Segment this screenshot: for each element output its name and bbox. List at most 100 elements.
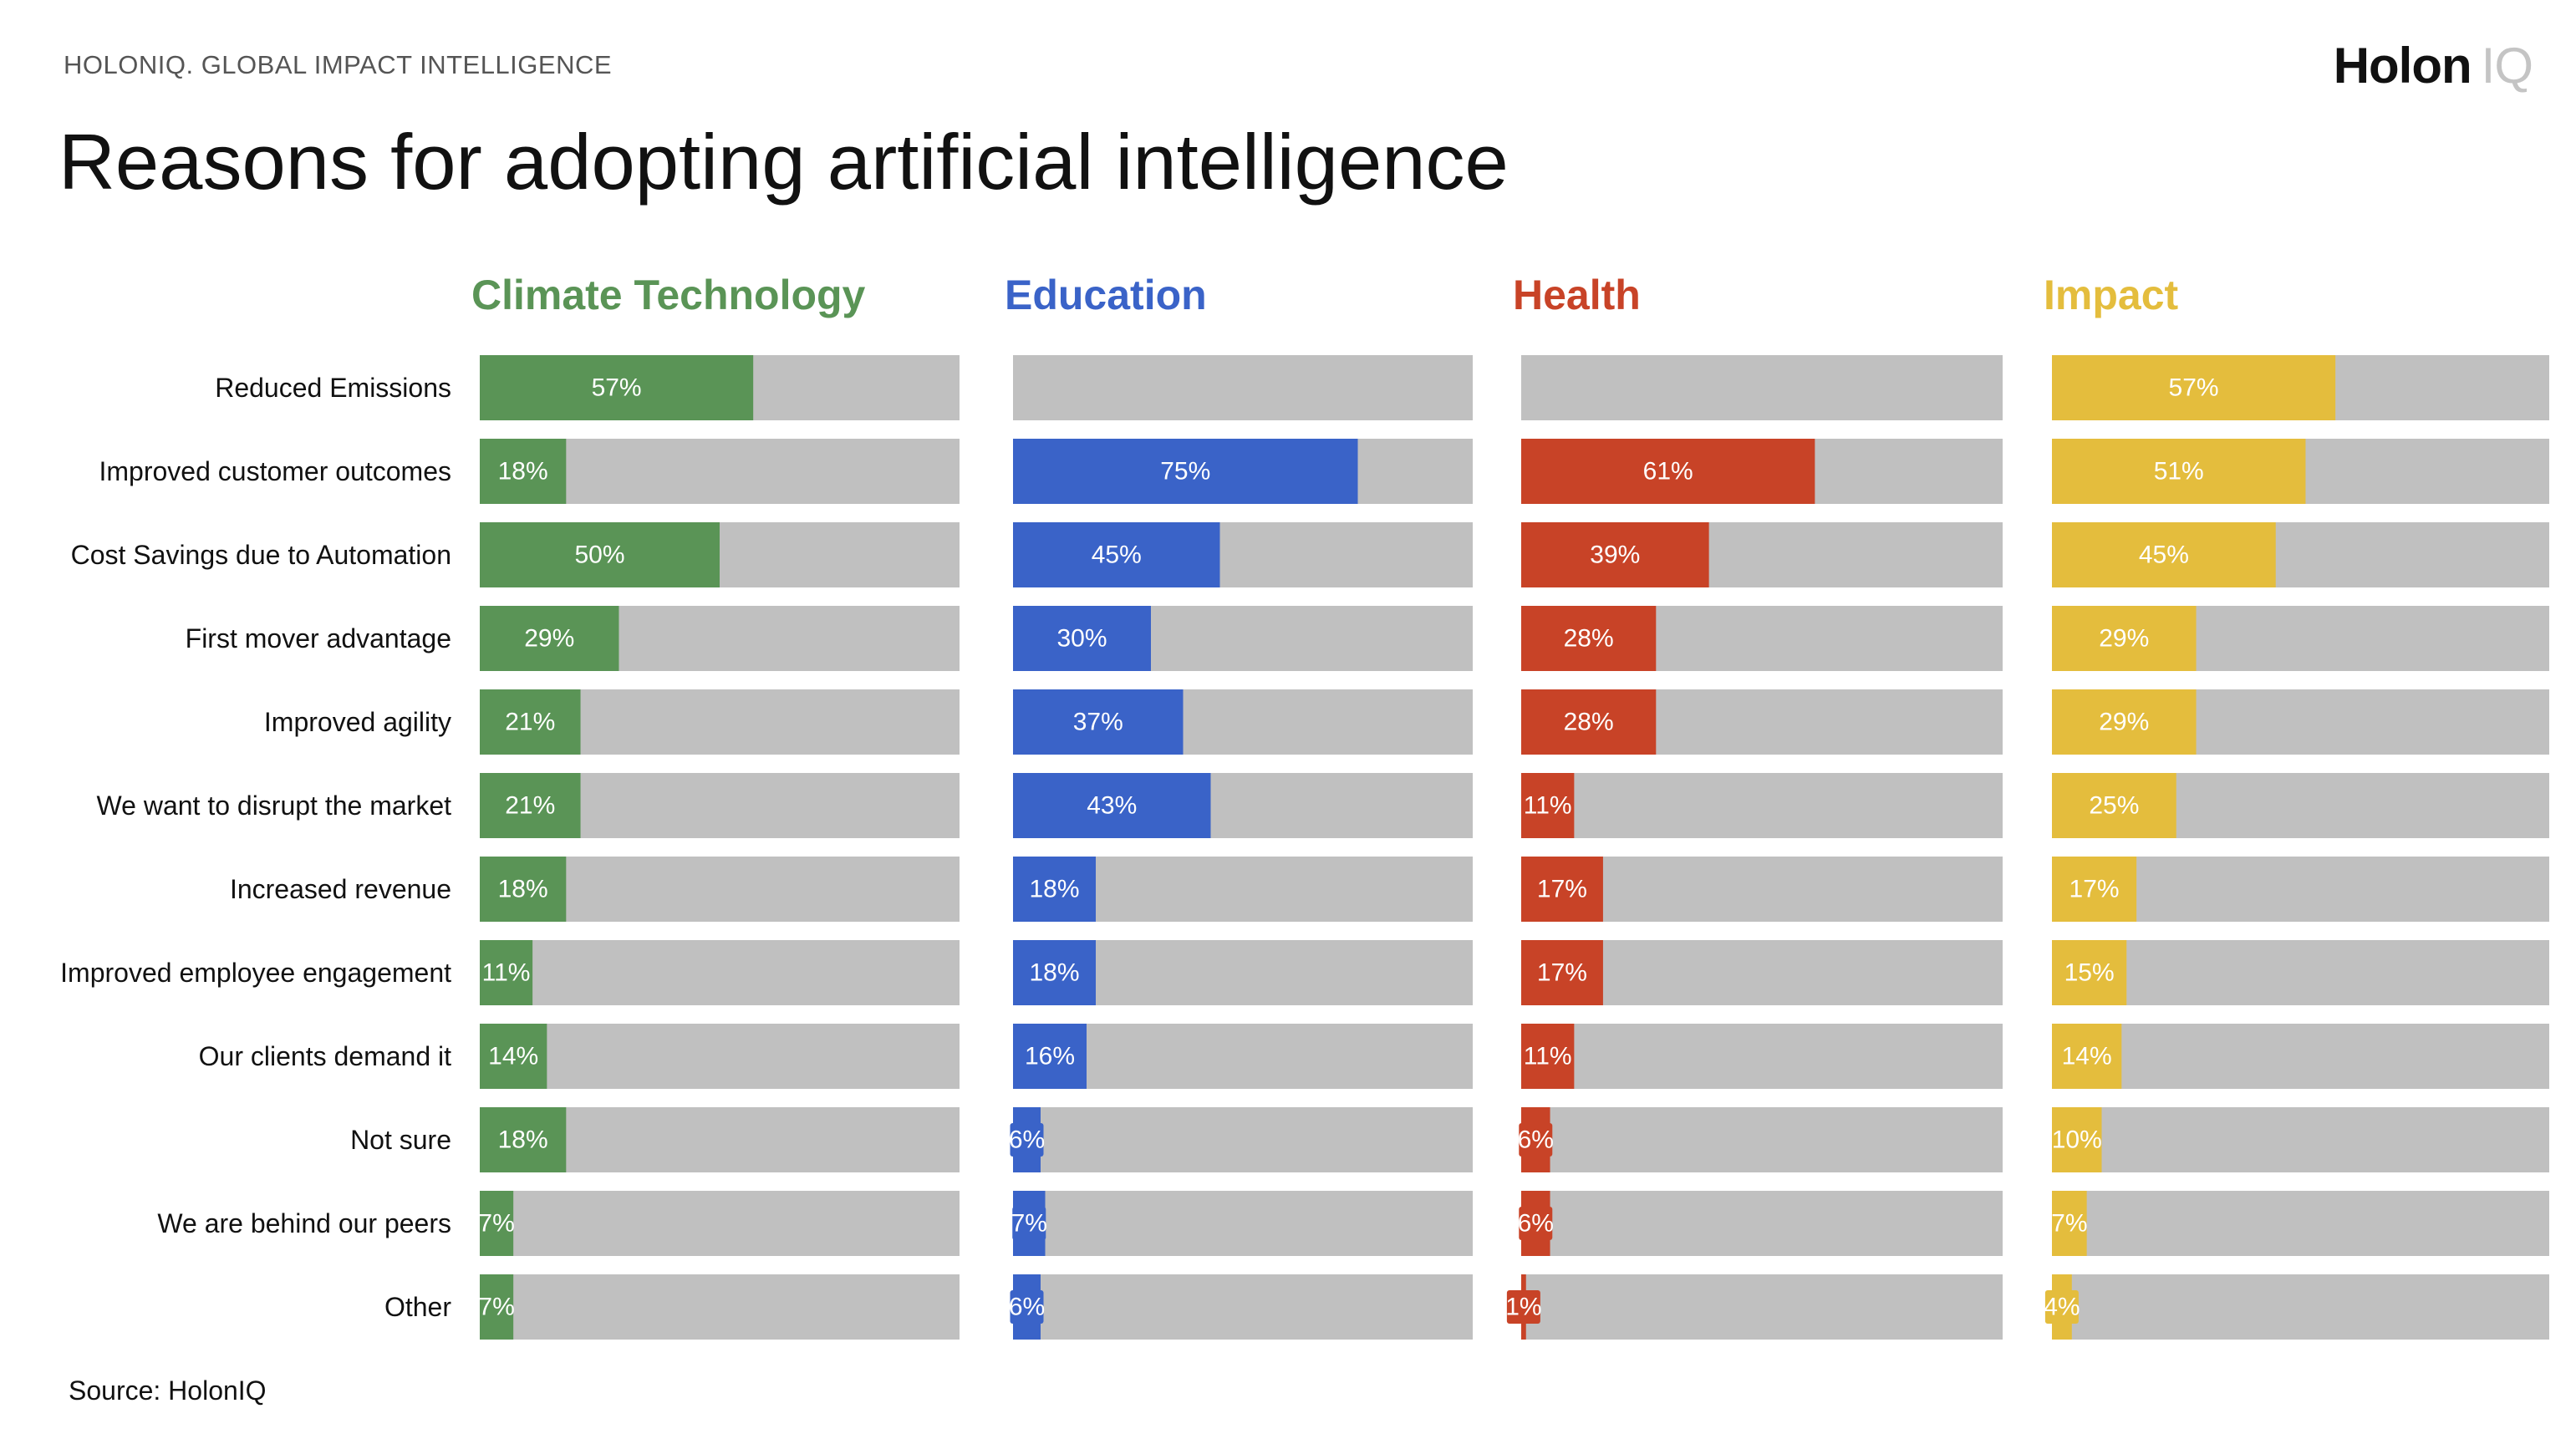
category-label-we-are-behind-our-peers: We are behind our peers <box>157 1208 451 1238</box>
data-label-health-improved-agility: 28% <box>1564 709 1614 736</box>
bar-health-increased-revenue <box>1521 857 1603 922</box>
bar-impact-improved-employee-engagement <box>2052 940 2127 1005</box>
bar-track-health-9 <box>1521 1107 2003 1172</box>
bar-health-improved-agility <box>1521 689 1657 755</box>
bar-track-health-5 <box>1521 773 2003 838</box>
data-label-impact-our-clients-demand-it: 14% <box>2062 1043 2112 1070</box>
bar-education-cost-savings-due-to-automation <box>1013 522 1220 587</box>
bar-track-impact-10 <box>2052 1191 2549 1256</box>
bar-climate-technology-other <box>480 1274 514 1340</box>
data-label-education-we-are-behind-our-peers: 7% <box>1011 1210 1047 1238</box>
bar-track-impact-7 <box>2052 940 2549 1005</box>
bar-track-health-10 <box>1521 1191 2003 1256</box>
data-label-impact-improved-agility: 29% <box>2099 709 2149 736</box>
category-label-improved-agility: Improved agility <box>264 707 451 737</box>
bar-track-impact-8 <box>2052 1024 2549 1089</box>
series-header-impact: Impact <box>2044 272 2179 318</box>
bar-education-we-want-to-disrupt-the-market <box>1013 773 1211 838</box>
data-label-climate-technology-reduced-emissions: 57% <box>592 374 642 402</box>
data-label-education-first-mover-advantage: 30% <box>1056 625 1107 653</box>
bar-track-impact-9 <box>2052 1107 2549 1172</box>
data-label-education-cost-savings-due-to-automation: 45% <box>1092 542 1142 569</box>
bar-impact-increased-revenue <box>2052 857 2137 922</box>
bar-track-climate-technology-11 <box>480 1274 960 1340</box>
data-label-education-not-sure: 6% <box>1009 1126 1045 1154</box>
bar-impact-reduced-emissions <box>2052 355 2336 420</box>
category-label-our-clients-demand-it: Our clients demand it <box>199 1041 451 1071</box>
bar-education-first-mover-advantage <box>1013 606 1151 671</box>
logo-wordmark-sub: IQ <box>2481 38 2533 94</box>
data-label-climate-technology-improved-customer-outcomes: 18% <box>498 458 548 486</box>
data-label-climate-technology-other: 7% <box>478 1294 514 1321</box>
data-label-education-our-clients-demand-it: 16% <box>1025 1043 1075 1070</box>
logo-wordmark-main: Holon <box>2333 38 2472 94</box>
bar-track-education-8 <box>1013 1024 1473 1089</box>
data-label-climate-technology-cost-savings-due-to-automation: 50% <box>574 542 624 569</box>
data-label-bg-education-9 <box>1010 1123 1044 1157</box>
data-label-impact-cost-savings-due-to-automation: 45% <box>2139 542 2189 569</box>
data-label-health-first-mover-advantage: 28% <box>1564 625 1614 653</box>
bar-education-improved-agility <box>1013 689 1184 755</box>
bar-impact-first-mover-advantage <box>2052 606 2197 671</box>
bar-track-health-11 <box>1521 1274 2003 1340</box>
data-label-impact-improved-customer-outcomes: 51% <box>2154 458 2204 486</box>
data-label-health-other: 1% <box>1505 1294 1541 1321</box>
data-label-bg-education-10 <box>1012 1207 1046 1240</box>
bar-climate-technology-cost-savings-due-to-automation <box>480 522 720 587</box>
data-label-climate-technology-improved-employee-engagement: 11% <box>482 959 531 987</box>
data-label-climate-technology-increased-revenue: 18% <box>498 876 548 903</box>
data-label-impact-reduced-emissions: 57% <box>2169 374 2219 402</box>
data-label-climate-technology-not-sure: 18% <box>498 1126 548 1154</box>
bar-impact-not-sure <box>2052 1107 2102 1172</box>
bar-track-education-10 <box>1013 1191 1473 1256</box>
bar-climate-technology-reduced-emissions <box>480 355 754 420</box>
bar-climate-technology-improved-customer-outcomes <box>480 439 567 504</box>
category-label-not-sure: Not sure <box>350 1125 451 1155</box>
bar-climate-technology-improved-employee-engagement <box>480 940 533 1005</box>
data-label-education-we-want-to-disrupt-the-market: 43% <box>1087 792 1137 820</box>
category-label-improved-employee-engagement: Improved employee engagement <box>60 958 451 988</box>
data-label-health-we-are-behind-our-peers: 6% <box>1518 1210 1554 1238</box>
source-note: Source: HolonIQ <box>69 1375 267 1406</box>
bar-education-increased-revenue <box>1013 857 1096 922</box>
bar-impact-we-want-to-disrupt-the-market <box>2052 773 2176 838</box>
series-header-climate-technology: Climate Technology <box>471 272 866 318</box>
data-label-education-improved-agility: 37% <box>1073 709 1123 736</box>
bar-education-improved-customer-outcomes <box>1013 439 1358 504</box>
category-label-first-mover-advantage: First mover advantage <box>186 623 451 653</box>
bar-climate-technology-first-mover-advantage <box>480 606 619 671</box>
data-label-impact-we-are-behind-our-peers: 7% <box>2051 1210 2087 1238</box>
data-label-impact-improved-employee-engagement: 15% <box>2064 959 2115 987</box>
category-label-we-want-to-disrupt-the-market: We want to disrupt the market <box>97 791 452 821</box>
data-label-climate-technology-improved-agility: 21% <box>505 709 555 736</box>
bar-track-climate-technology-8 <box>480 1024 960 1089</box>
data-label-climate-technology-we-are-behind-our-peers: 7% <box>478 1210 514 1238</box>
category-label-increased-revenue: Increased revenue <box>230 874 451 904</box>
bar-climate-technology-our-clients-demand-it <box>480 1024 547 1089</box>
series-header-education: Education <box>1005 272 1207 318</box>
bar-impact-our-clients-demand-it <box>2052 1024 2122 1089</box>
data-label-bg-health-9 <box>1519 1123 1553 1157</box>
data-label-bg-education-11 <box>1010 1290 1044 1324</box>
bar-track-climate-technology-10 <box>480 1191 960 1256</box>
data-label-bg-health-10 <box>1519 1207 1553 1240</box>
bar-health-cost-savings-due-to-automation <box>1521 522 1709 587</box>
bar-climate-technology-we-are-behind-our-peers <box>480 1191 514 1256</box>
data-label-education-improved-customer-outcomes: 75% <box>1160 458 1210 486</box>
bar-impact-improved-agility <box>2052 689 2197 755</box>
data-label-impact-increased-revenue: 17% <box>2069 876 2120 903</box>
bar-health-our-clients-demand-it <box>1521 1024 1575 1089</box>
data-label-climate-technology-our-clients-demand-it: 14% <box>488 1043 538 1070</box>
data-label-impact-we-want-to-disrupt-the-market: 25% <box>2089 792 2139 820</box>
data-label-climate-technology-first-mover-advantage: 29% <box>524 625 574 653</box>
bar-impact-we-are-behind-our-peers <box>2052 1191 2087 1256</box>
series-header-health: Health <box>1513 272 1641 318</box>
data-label-bg-impact-11 <box>2044 1290 2079 1324</box>
category-label-improved-customer-outcomes: Improved customer outcomes <box>99 456 452 486</box>
bar-climate-technology-not-sure <box>480 1107 567 1172</box>
bar-climate-technology-we-want-to-disrupt-the-market <box>480 773 581 838</box>
data-label-health-improved-employee-engagement: 17% <box>1537 959 1587 987</box>
bar-health-first-mover-advantage <box>1521 606 1657 671</box>
bar-education-our-clients-demand-it <box>1013 1024 1087 1089</box>
